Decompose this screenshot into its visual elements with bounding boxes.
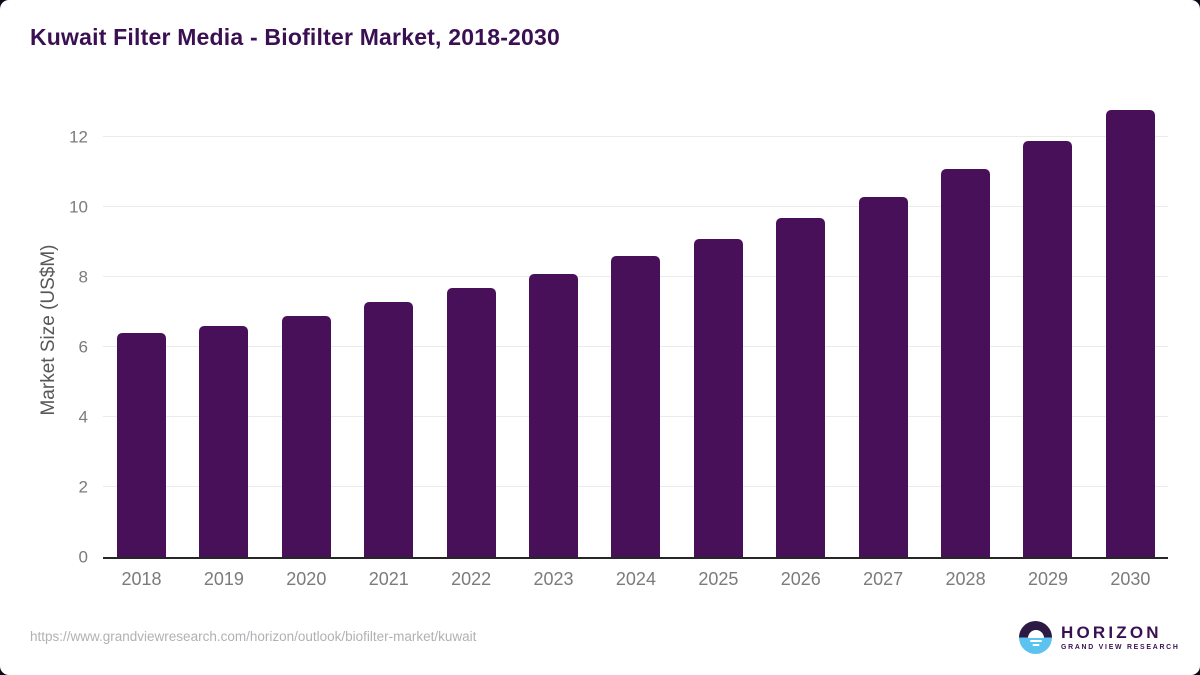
bar-2021	[364, 301, 414, 557]
bar-chart-plot-area: 0 2 4 6 8 10 12 2018 2019 2020 2021 2022 2023 2024 20…	[69, 99, 1168, 588]
x-tick-label-2030: 2030	[1110, 569, 1151, 589]
bar-2018	[117, 333, 166, 557]
x-tick-label-2029: 2029	[1027, 569, 1068, 589]
x-tick-label-2021: 2021	[368, 569, 409, 589]
bar-2030	[1105, 109, 1155, 557]
bar-2029	[1023, 140, 1073, 557]
brand-name: HORIZON	[1061, 622, 1162, 642]
bar-2022	[446, 287, 496, 557]
x-tick-label-2022: 2022	[451, 569, 492, 589]
x-tick-label-2019: 2019	[203, 569, 244, 589]
bar-series	[103, 99, 1168, 557]
source-url: https://www.grandviewresearch.com/horizo…	[30, 629, 477, 644]
y-tick-label-4: 4	[78, 407, 88, 427]
bar-2024	[611, 256, 661, 557]
x-tick-label-2020: 2020	[286, 569, 327, 589]
x-tick-label-2018: 2018	[121, 569, 162, 589]
brand-tagline: GRAND VIEW RESEARCH	[1061, 644, 1180, 652]
bar-2028	[941, 168, 991, 557]
gridline-10	[103, 206, 1168, 208]
x-tick-label-2026: 2026	[780, 569, 821, 589]
bar-2025	[693, 238, 743, 557]
y-tick-label-10: 10	[69, 197, 88, 217]
bar-2019	[199, 326, 249, 557]
bar-2020	[281, 315, 331, 557]
y-tick-label-12: 12	[69, 127, 88, 147]
sunrise-horizon-icon	[1019, 621, 1052, 654]
x-tick-label-2024: 2024	[615, 569, 656, 589]
logo-text: HORIZON GRAND VIEW RESEARCH	[1061, 622, 1180, 652]
y-tick-label-2: 2	[78, 477, 88, 497]
y-axis-title: Market Size (US$M)	[38, 244, 59, 416]
y-tick-label-8: 8	[78, 267, 88, 287]
x-tick-label-2028: 2028	[945, 569, 986, 589]
horizon-logo: HORIZON GRAND VIEW RESEARCH	[1019, 621, 1180, 654]
bar-2026	[776, 217, 826, 557]
x-tick-label-2027: 2027	[863, 569, 904, 589]
x-tick-label-2025: 2025	[698, 569, 739, 589]
x-tick-label-2023: 2023	[533, 569, 574, 589]
bar-2027	[858, 196, 908, 557]
gridline-12	[103, 136, 1168, 138]
chart-title: Kuwait Filter Media - Biofilter Market, …	[30, 24, 561, 50]
y-tick-label-0: 0	[78, 547, 88, 567]
y-tick-label-6: 6	[78, 337, 88, 357]
x-tick-labels: 2018 2019 2020 2021 2022 2023 2024 2025 2026 2027…	[103, 570, 1168, 588]
bar-2023	[529, 273, 579, 557]
